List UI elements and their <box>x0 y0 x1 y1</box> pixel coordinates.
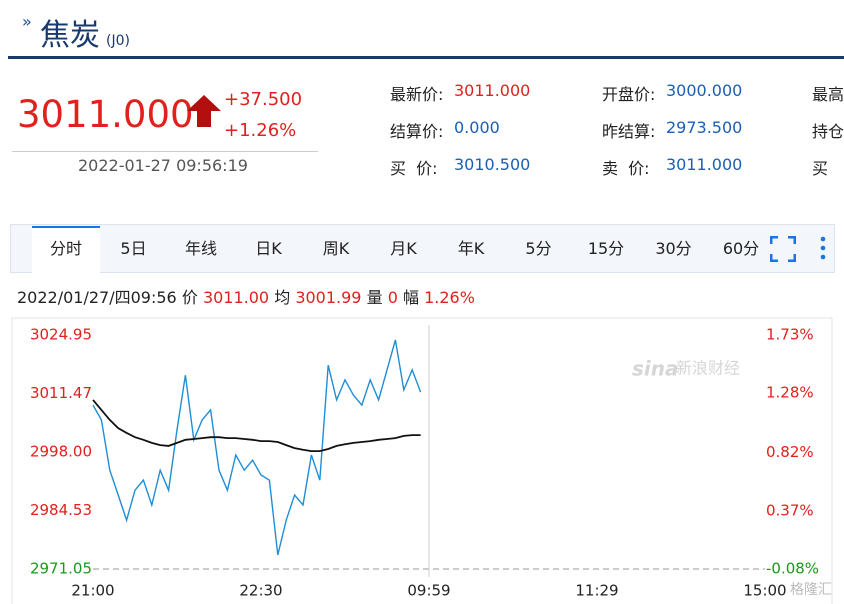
tab[interactable]: 年线 <box>184 239 217 258</box>
info-value: 2973.500 <box>666 118 743 137</box>
x-tick-label: 15:00 <box>743 582 786 600</box>
up-arrow <box>187 95 221 127</box>
price: 3011.000 <box>17 93 194 136</box>
more-icon[interactable] <box>818 235 828 261</box>
status-label: 量 <box>366 288 383 307</box>
y-tick-label: 3024.95 <box>30 326 92 344</box>
info-label: 结算价: <box>390 122 444 141</box>
info-label: 最高 <box>812 85 844 104</box>
status-label: 价 <box>181 288 198 307</box>
watermark: sina <box>632 357 679 381</box>
status-value: 3001.99 <box>295 288 362 307</box>
y-tick-label: 2998.00 <box>30 443 92 461</box>
tab[interactable]: 60分 <box>722 239 760 258</box>
info-value: 3000.000 <box>666 81 743 100</box>
tab-bar <box>10 224 835 273</box>
info-value: 0.000 <box>454 118 500 137</box>
status-value: 3011.00 <box>202 288 270 307</box>
y2-tick-label: 0.82% <box>766 443 814 461</box>
header-rule <box>8 56 844 59</box>
info-label: 最新价: <box>390 85 444 104</box>
x-tick-label: 09:59 <box>407 582 450 600</box>
y-tick-label: 2984.53 <box>30 501 92 519</box>
watermark: 新浪财经 <box>676 359 740 378</box>
status-value: 0 <box>387 288 398 307</box>
tab[interactable]: 年K <box>457 239 485 258</box>
x-tick-label: 11:29 <box>575 582 618 600</box>
series-line <box>92 339 422 556</box>
y2-tick-label: 0.37% <box>766 501 814 519</box>
tab[interactable]: 15分 <box>587 239 625 258</box>
status-value: 1.26% <box>424 288 475 307</box>
info-label: 卖 价: <box>602 159 650 178</box>
info-label: 买 价: <box>390 159 438 178</box>
y-tick-label: 2971.05 <box>30 560 92 578</box>
info-value: 3011.000 <box>454 81 531 100</box>
y2-tick-label: 1.28% <box>766 384 814 402</box>
status-label: 均 <box>274 288 291 307</box>
info-value: 3010.500 <box>454 155 531 174</box>
tab[interactable]: 日K <box>255 239 282 258</box>
fullscreen-icon[interactable] <box>770 236 796 262</box>
tab[interactable]: 分时 <box>32 226 100 273</box>
info-label: 持仓 <box>812 122 844 141</box>
info-label: 开盘价: <box>602 85 656 104</box>
quote-time: 2022-01-27 09:56:19 <box>78 156 248 175</box>
series-line <box>92 399 421 452</box>
info-value: 3011.000 <box>666 155 743 174</box>
y-tick-label: 3011.47 <box>30 384 92 402</box>
x-tick-label: 21:00 <box>71 582 114 600</box>
y2-tick-label: -0.08% <box>766 560 819 578</box>
title: 焦炭 <box>40 18 100 53</box>
info-label: 买 <box>812 159 829 178</box>
tab[interactable]: 30分 <box>655 239 692 258</box>
status-label: 幅 <box>402 288 419 307</box>
watermark: 格隆汇 <box>790 582 832 598</box>
tab[interactable]: 周K <box>322 239 350 258</box>
change-pct: +1.26% <box>224 120 297 141</box>
tab[interactable]: 5日 <box>120 239 147 258</box>
info-label: 昨结算: <box>602 122 656 141</box>
tab[interactable]: 月K <box>390 239 417 258</box>
divider <box>12 151 318 152</box>
status-line: 2022/01/27/四09:56 价 3011.00 均 3001.99 量 … <box>17 284 480 308</box>
y2-tick-label: 1.73% <box>766 326 814 344</box>
status-datetime: 2022/01/27/四09:56 <box>17 288 177 307</box>
tab[interactable]: 5分 <box>525 239 552 258</box>
code: (J0) <box>106 33 130 49</box>
chevron-icon: » <box>22 12 32 31</box>
x-tick-label: 22:30 <box>239 582 282 600</box>
change: +37.500 <box>224 89 303 110</box>
